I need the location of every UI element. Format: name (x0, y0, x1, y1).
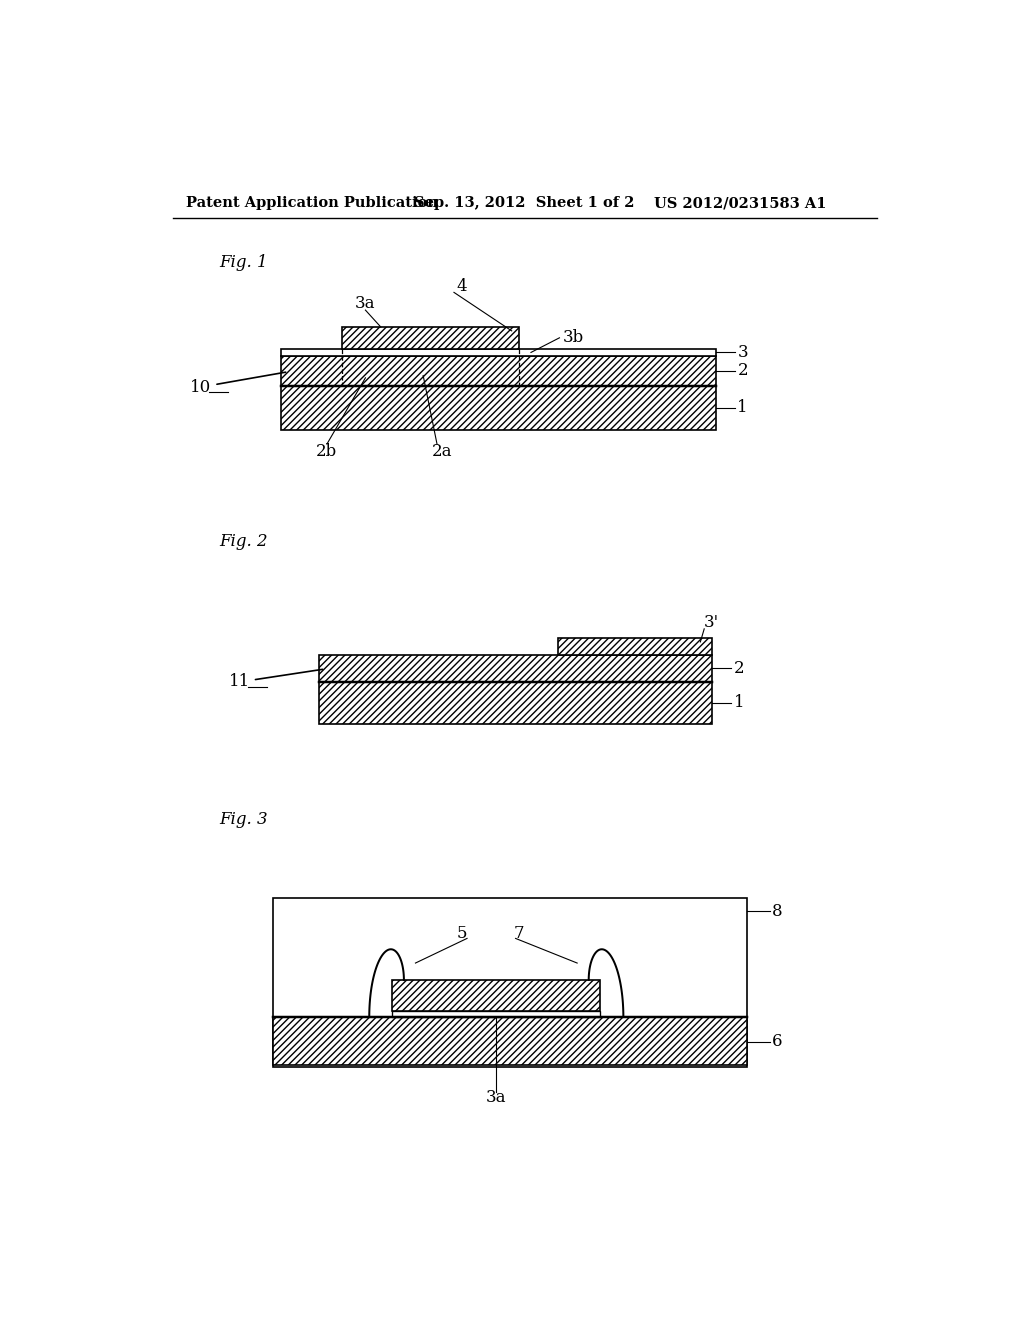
Bar (319, 682, 712, 725)
Bar (319, 655, 712, 682)
Text: 2a: 2a (432, 444, 453, 461)
Text: 8: 8 (772, 903, 782, 920)
Text: 7: 7 (514, 925, 524, 942)
Text: 1: 1 (737, 400, 748, 416)
Text: 2: 2 (737, 363, 748, 379)
Bar (342, 327, 519, 348)
Text: 2: 2 (733, 660, 744, 677)
Bar (273, 1016, 746, 1065)
Text: 2b: 2b (316, 444, 338, 461)
Bar (558, 638, 712, 655)
Bar (281, 356, 716, 385)
Bar (319, 682, 712, 725)
Text: Sep. 13, 2012  Sheet 1 of 2: Sep. 13, 2012 Sheet 1 of 2 (414, 197, 635, 210)
Bar (392, 979, 600, 1011)
Bar (558, 638, 712, 655)
Bar (273, 898, 746, 1067)
Bar (342, 327, 519, 348)
Text: US 2012/0231583 A1: US 2012/0231583 A1 (654, 197, 826, 210)
Text: 6: 6 (772, 1034, 782, 1051)
Text: Fig. 1: Fig. 1 (219, 253, 267, 271)
Bar (392, 1011, 600, 1016)
Text: 3b: 3b (562, 329, 584, 346)
Text: 5: 5 (457, 925, 467, 942)
Text: 10: 10 (190, 372, 286, 396)
Text: Fig. 2: Fig. 2 (219, 533, 267, 550)
Text: 11: 11 (228, 669, 323, 690)
Text: 3a: 3a (355, 296, 376, 313)
Text: 3a: 3a (486, 1089, 507, 1106)
Bar (319, 655, 712, 682)
Text: 3: 3 (737, 345, 748, 360)
Text: 1: 1 (733, 694, 744, 711)
Text: Patent Application Publication: Patent Application Publication (186, 197, 438, 210)
Bar (392, 979, 600, 1011)
Bar (281, 385, 716, 430)
Bar (281, 348, 716, 356)
Text: 3': 3' (705, 614, 719, 631)
Text: Fig. 3: Fig. 3 (219, 810, 267, 828)
Bar (281, 356, 716, 385)
Bar (281, 385, 716, 430)
Text: 4: 4 (457, 279, 467, 296)
Bar (273, 1016, 746, 1065)
